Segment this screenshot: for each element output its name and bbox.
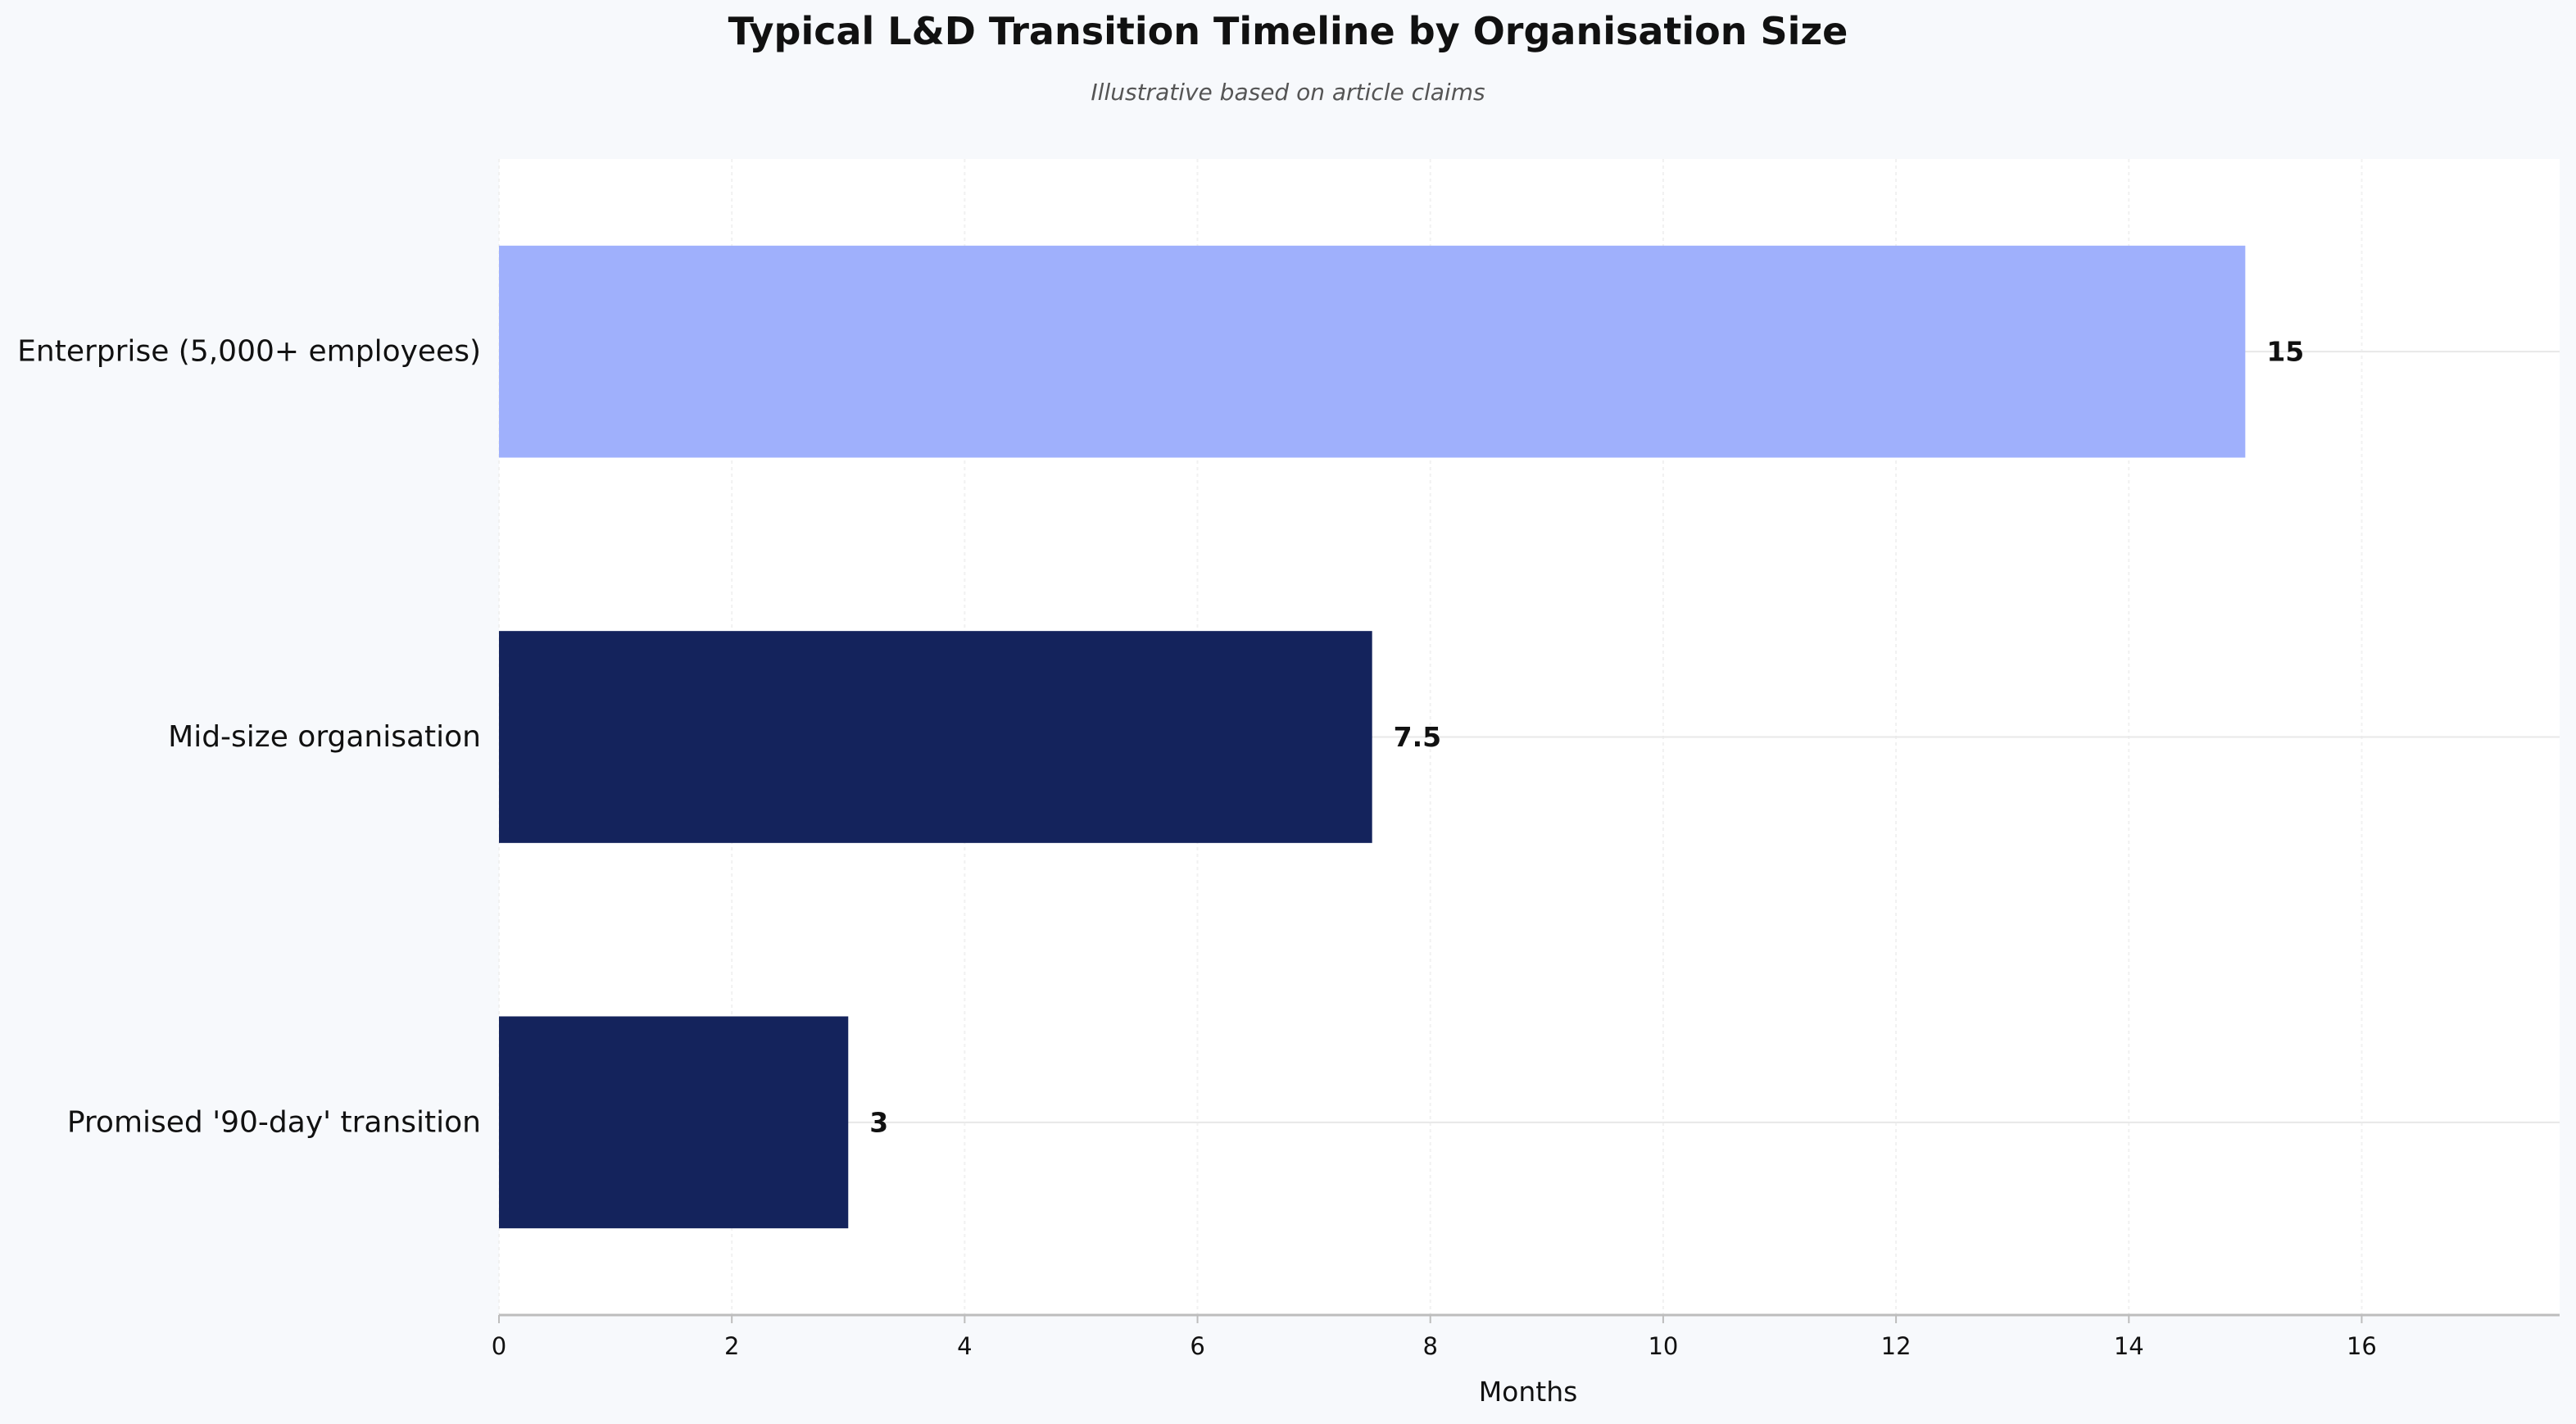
x-tick-label: 8 (1422, 1332, 1437, 1360)
x-tick-label: 12 (1881, 1332, 1912, 1360)
x-axis: 0 2 4 6 8 10 12 14 16 (492, 1313, 2560, 1360)
chart-subtitle: Illustrative based on article claims (1091, 79, 1485, 106)
value-label: 7.5 (1394, 721, 1441, 753)
x-axis-label: Months (1479, 1376, 1578, 1408)
category-labels: Enterprise (5,000+ employees) Mid-size or… (17, 335, 481, 1140)
bars (499, 245, 2246, 1229)
bar (499, 245, 2246, 458)
category-label: Enterprise (5,000+ employees) (17, 335, 481, 369)
bar (499, 631, 1372, 843)
x-tick-label: 4 (957, 1332, 972, 1360)
x-tick-label: 14 (2114, 1332, 2144, 1360)
category-label: Mid-size organisation (168, 720, 481, 754)
value-label: 15 (2266, 336, 2304, 368)
x-tick-label: 16 (2347, 1332, 2377, 1360)
category-label: Promised '90-day' transition (67, 1105, 481, 1139)
x-tick-label: 2 (724, 1332, 739, 1360)
chart-title: Typical L&D Transition Timeline by Organ… (728, 9, 1848, 53)
x-tick-label: 10 (1648, 1332, 1678, 1360)
value-label: 3 (869, 1106, 888, 1138)
x-tick-label: 0 (492, 1332, 506, 1360)
bar (499, 1016, 849, 1229)
value-labels: 157.53 (869, 336, 2304, 1139)
x-tick-label: 6 (1190, 1332, 1204, 1360)
